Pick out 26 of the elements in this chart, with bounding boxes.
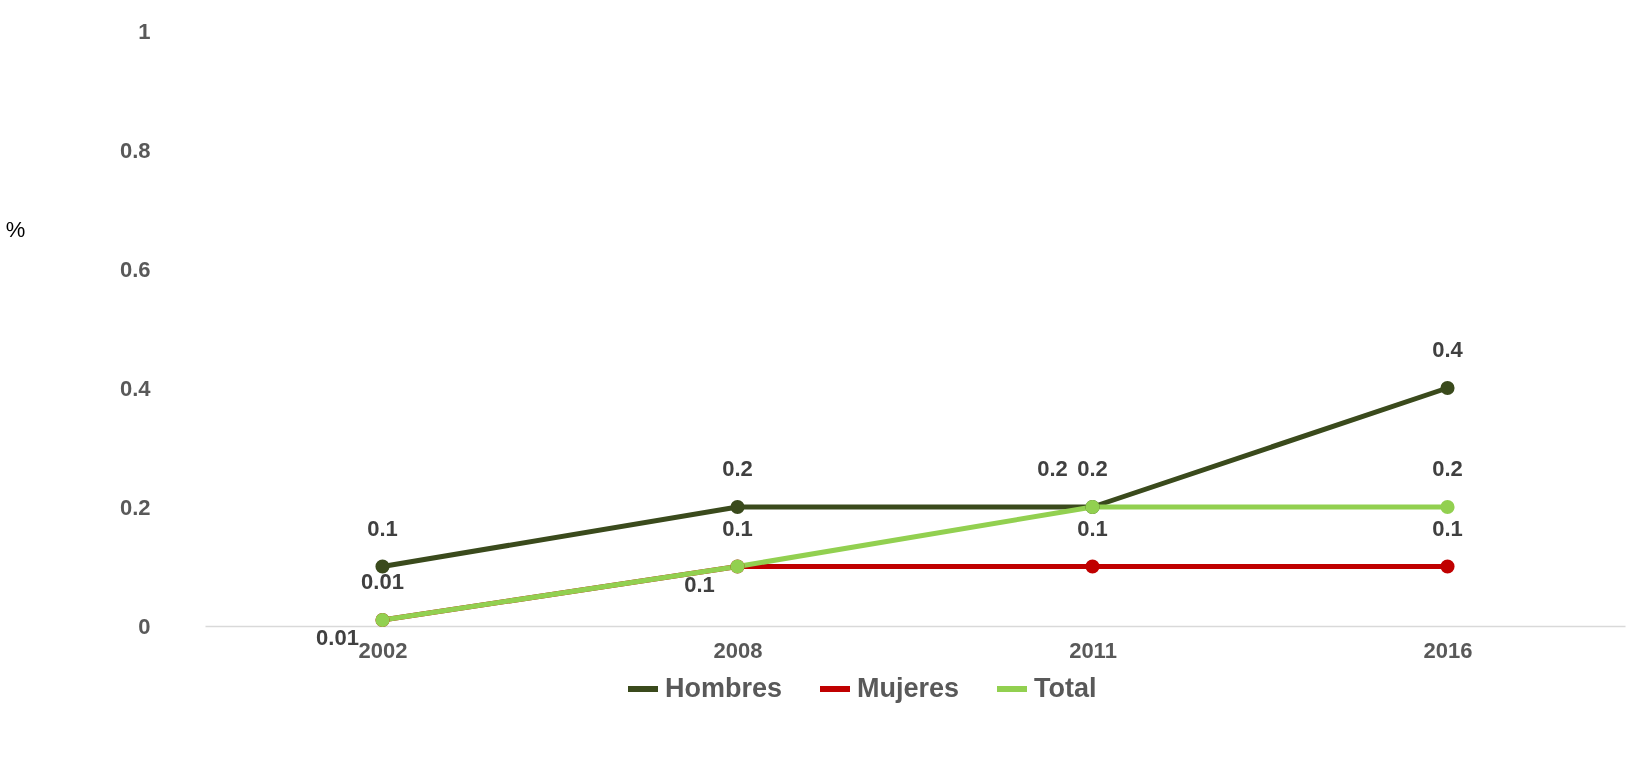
- y-tick-label: 1: [138, 18, 151, 44]
- data-label: 0.2: [722, 456, 753, 481]
- data-label: 0.2: [1037, 456, 1068, 481]
- y-tick-label: 0.8: [119, 137, 151, 163]
- data-label: 0.2: [1077, 456, 1108, 481]
- x-tick-label: 2008: [713, 637, 763, 663]
- x-tick-label: 2002: [358, 637, 408, 663]
- legend-label: Mujeres: [857, 673, 960, 703]
- data-label: 0.1: [1432, 515, 1463, 541]
- y-tick-label: 0.6: [119, 256, 151, 282]
- data-label: 0.01: [316, 625, 359, 651]
- data-label: 0.1: [1077, 515, 1108, 541]
- legend-label: Hombres: [665, 673, 783, 703]
- data-label: 0.1: [684, 571, 715, 597]
- x-tick-label: 2016: [1423, 637, 1473, 663]
- data-label: 0.1: [367, 515, 398, 541]
- x-tick-label: 2011: [1069, 637, 1117, 663]
- data-label: 0.2: [1432, 456, 1463, 481]
- y-tick-label: 0.4: [119, 375, 152, 401]
- data-label: 0.4: [1432, 337, 1464, 362]
- data-label: 0.01: [361, 569, 404, 595]
- legend-label: Total: [1034, 673, 1097, 703]
- y-axis-title: %: [5, 216, 26, 242]
- y-tick-label: 0: [138, 613, 151, 639]
- data-label: 0.1: [722, 515, 753, 541]
- y-tick-label: 0.2: [119, 494, 151, 520]
